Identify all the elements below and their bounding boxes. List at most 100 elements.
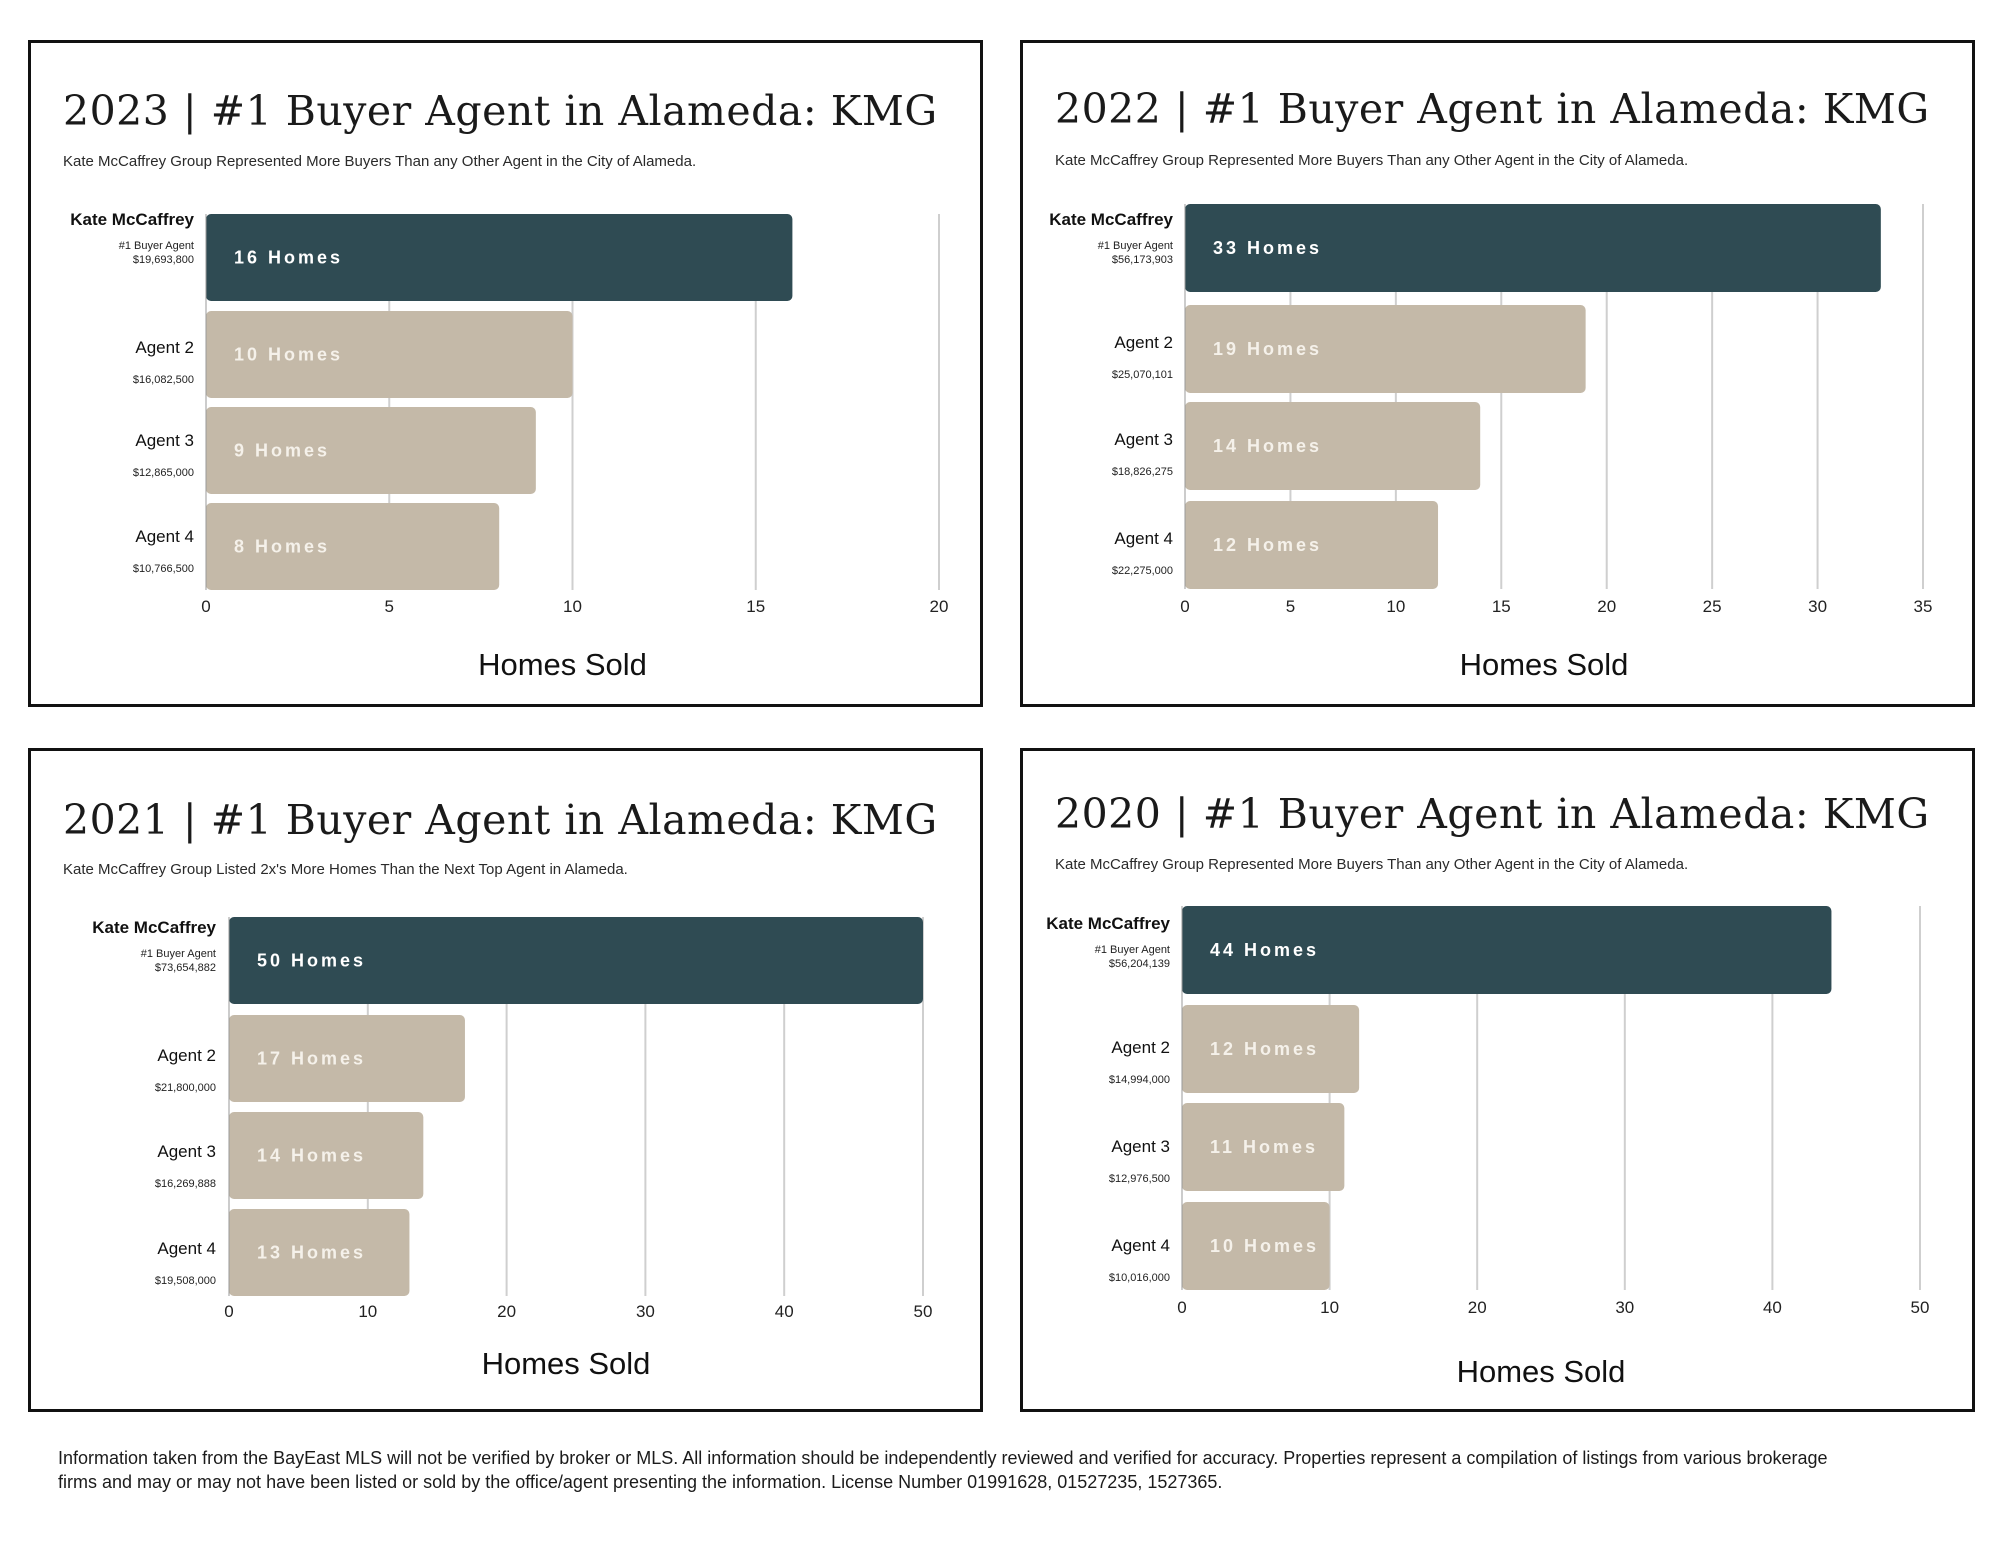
bar-value-label: 19 Homes xyxy=(1213,339,1322,359)
bar-value-label: 9 Homes xyxy=(234,441,330,461)
category-label: Agent 2 xyxy=(157,1046,216,1065)
bar-value-label: 17 Homes xyxy=(257,1049,366,1069)
bar-kate-mccaffrey xyxy=(206,214,793,301)
bar-value-label: 44 Homes xyxy=(1210,940,1319,960)
bar-value-label: 10 Homes xyxy=(234,345,343,365)
bar-agent-3 xyxy=(229,1112,424,1199)
disclaimer-footnote: Information taken from the BayEast MLS w… xyxy=(58,1448,1828,1492)
category-volume: $12,976,500 xyxy=(1109,1173,1170,1185)
chart-title: 2023 | #1 Buyer Agent in Alameda: KMG xyxy=(63,87,938,135)
x-tick-label: 5 xyxy=(385,597,394,616)
category-volume: $19,508,000 xyxy=(155,1275,216,1287)
chart-panel-2022: 2022 | #1 Buyer Agent in Alameda: KMG Kat… xyxy=(1020,40,1975,707)
category-label: Kate McCaffrey xyxy=(1046,914,1170,933)
x-axis-label: Homes Sold xyxy=(1460,647,1629,682)
chart-subtitle: Kate McCaffrey Group Represented More Bu… xyxy=(63,153,696,170)
chart-title: 2020 | #1 Buyer Agent in Alameda: KMG xyxy=(1055,790,1930,838)
category-label: Agent 3 xyxy=(1111,1137,1170,1156)
chart-subtitle: Kate McCaffrey Group Represented More Bu… xyxy=(1055,856,1688,873)
x-tick-label: 0 xyxy=(201,597,210,616)
x-tick-label: 30 xyxy=(636,1302,655,1321)
bar-value-label: 12 Homes xyxy=(1210,1039,1319,1059)
category-label: Agent 4 xyxy=(1111,1236,1170,1255)
bar-agent-4 xyxy=(1185,501,1439,589)
chart-subtitle: Kate McCaffrey Group Represented More Bu… xyxy=(1055,152,1688,169)
x-tick-label: 0 xyxy=(224,1302,233,1321)
bar-agent-4 xyxy=(1182,1202,1330,1290)
category-volume: $22,275,000 xyxy=(1112,565,1173,577)
category-volume: $16,269,888 xyxy=(155,1178,216,1190)
category-role: #1 Buyer Agent xyxy=(1098,240,1173,252)
category-volume: $18,826,275 xyxy=(1112,466,1173,478)
x-tick-label: 40 xyxy=(1763,1298,1782,1317)
x-tick-label: 15 xyxy=(1492,597,1511,616)
category-label: Agent 3 xyxy=(157,1142,216,1161)
bar-agent-4 xyxy=(229,1209,410,1296)
x-tick-label: 0 xyxy=(1180,597,1189,616)
chart-svg: 2023 | #1 Buyer Agent in Alameda: KMG Kat… xyxy=(63,87,949,682)
x-tick-label: 30 xyxy=(1808,597,1827,616)
bar-agent-3 xyxy=(1182,1103,1345,1191)
category-role: #1 Buyer Agent xyxy=(1095,944,1170,956)
x-tick-label: 20 xyxy=(1468,1298,1487,1317)
bar-value-label: 10 Homes xyxy=(1210,1236,1319,1256)
category-volume: $73,654,882 xyxy=(155,962,216,974)
chart-panel-2021: 2021 | #1 Buyer Agent in Alameda: KMG Kat… xyxy=(28,748,983,1412)
x-tick-label: 35 xyxy=(1914,597,1933,616)
x-tick-label: 10 xyxy=(563,597,582,616)
category-label: Agent 2 xyxy=(1114,333,1173,352)
category-role: #1 Buyer Agent xyxy=(141,948,216,960)
chart-svg: 2021 | #1 Buyer Agent in Alameda: KMG Kat… xyxy=(63,796,938,1381)
category-role: #1 Buyer Agent xyxy=(119,240,194,252)
chart-panel-2023: 2023 | #1 Buyer Agent in Alameda: KMG Kat… xyxy=(28,40,983,707)
bar-value-label: 14 Homes xyxy=(1213,436,1322,456)
x-tick-label: 10 xyxy=(358,1302,377,1321)
category-label: Kate McCaffrey xyxy=(92,918,216,937)
chart-title: 2021 | #1 Buyer Agent in Alameda: KMG xyxy=(63,796,938,844)
category-volume: $56,173,903 xyxy=(1112,254,1173,266)
x-tick-label: 10 xyxy=(1386,597,1405,616)
x-tick-label: 50 xyxy=(914,1302,933,1321)
bar-agent-3 xyxy=(1185,402,1481,490)
category-label: Agent 4 xyxy=(135,527,194,546)
category-volume: $16,082,500 xyxy=(133,374,194,386)
category-volume: $56,204,139 xyxy=(1109,958,1170,970)
bar-value-label: 13 Homes xyxy=(257,1243,366,1263)
x-tick-label: 30 xyxy=(1615,1298,1634,1317)
category-label: Kate McCaffrey xyxy=(1049,210,1173,229)
bar-value-label: 8 Homes xyxy=(234,537,330,557)
bar-value-label: 14 Homes xyxy=(257,1146,366,1166)
bar-agent-3 xyxy=(206,407,536,494)
bar-kate-mccaffrey xyxy=(229,917,923,1004)
bar-agent-2 xyxy=(206,311,573,398)
x-tick-label: 50 xyxy=(1911,1298,1930,1317)
x-tick-label: 15 xyxy=(746,597,765,616)
category-label: Kate McCaffrey xyxy=(70,210,194,229)
category-label: Agent 4 xyxy=(1114,529,1173,548)
x-axis-label: Homes Sold xyxy=(478,647,647,682)
x-tick-label: 40 xyxy=(775,1302,794,1321)
x-tick-label: 10 xyxy=(1320,1298,1339,1317)
category-volume: $21,800,000 xyxy=(155,1082,216,1094)
category-volume: $14,994,000 xyxy=(1109,1074,1170,1086)
x-axis-label: Homes Sold xyxy=(1457,1354,1626,1389)
category-volume: $10,016,000 xyxy=(1109,1272,1170,1284)
category-volume: $25,070,101 xyxy=(1112,369,1173,381)
bar-value-label: 12 Homes xyxy=(1213,535,1322,555)
bar-value-label: 33 Homes xyxy=(1213,238,1322,258)
chart-panel-2020: 2020 | #1 Buyer Agent in Alameda: KMG Kat… xyxy=(1020,748,1975,1412)
x-tick-label: 20 xyxy=(1597,597,1616,616)
x-tick-label: 20 xyxy=(930,597,949,616)
bar-agent-4 xyxy=(206,503,500,590)
category-label: Agent 4 xyxy=(157,1239,216,1258)
chart-svg: 2022 | #1 Buyer Agent in Alameda: KMG Kat… xyxy=(1049,85,1933,682)
bar-value-label: 11 Homes xyxy=(1210,1137,1318,1157)
category-label: Agent 3 xyxy=(135,431,194,450)
chart-title: 2022 | #1 Buyer Agent in Alameda: KMG xyxy=(1055,85,1930,133)
category-label: Agent 3 xyxy=(1114,430,1173,449)
x-axis-label: Homes Sold xyxy=(482,1346,651,1381)
category-label: Agent 2 xyxy=(1111,1038,1170,1057)
bar-value-label: 50 Homes xyxy=(257,951,366,971)
chart-svg: 2020 | #1 Buyer Agent in Alameda: KMG Kat… xyxy=(1046,790,1930,1389)
category-label: Agent 2 xyxy=(135,338,194,357)
